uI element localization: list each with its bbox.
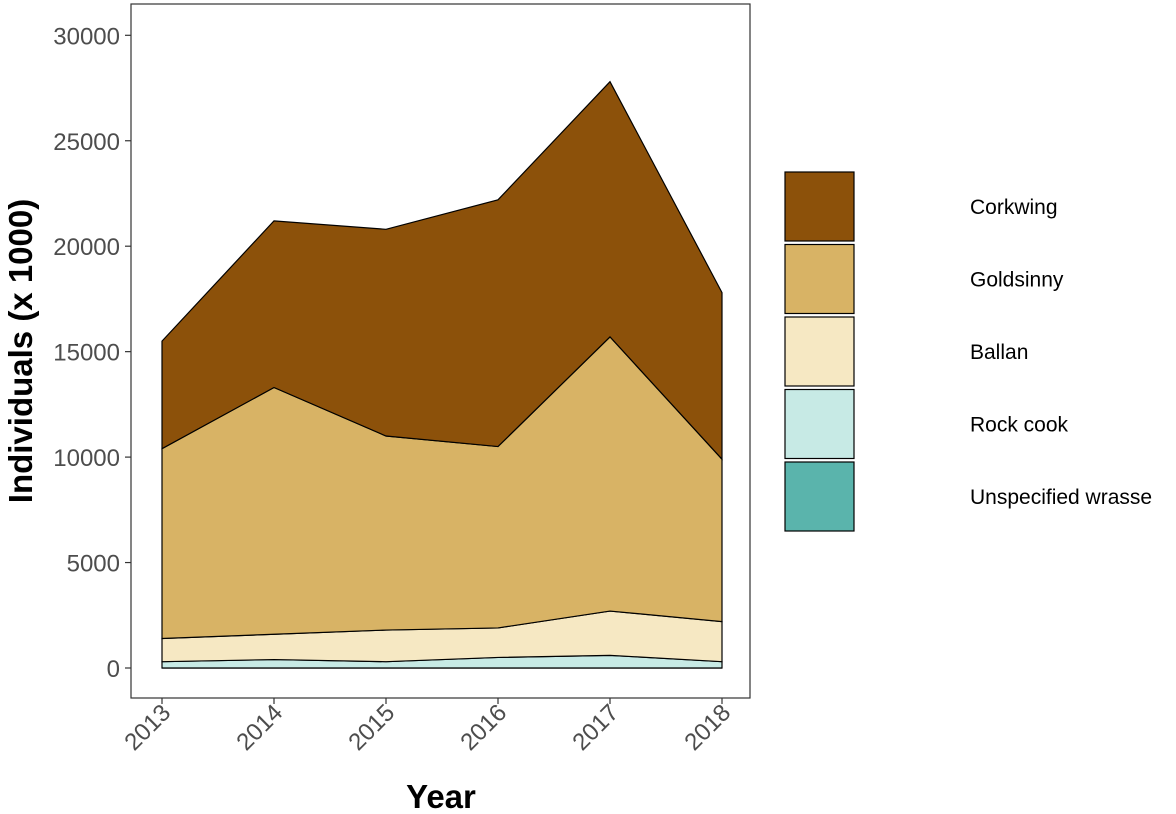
y-tick-label: 15000 (53, 340, 120, 367)
y-tick-label: 25000 (53, 129, 120, 156)
y-tick-label: 20000 (53, 234, 120, 261)
x-tick-label: 2016 (455, 699, 512, 756)
y-tick-label: 0 (107, 656, 120, 683)
legend: Corkwing Goldsinny Ballan Rock cook Unspecif… (784, 171, 1152, 532)
y-tick-label: 10000 (53, 445, 120, 472)
legend-swatch-ballan (784, 316, 855, 387)
legend-swatch-unspecified-wrasse (784, 461, 855, 532)
x-tick-label: 2013 (119, 699, 176, 756)
area-corkwing (161, 80, 723, 461)
legend-label-ballan: Ballan (970, 341, 1028, 364)
y-tick-label: 5000 (67, 551, 120, 578)
area-layers (161, 80, 723, 669)
legend-swatch-goldsinny (784, 243, 855, 315)
y-tick-label: 30000 (53, 23, 120, 50)
y-axis: 0 5000 10000 15000 20000 25000 30000 (53, 23, 131, 683)
legend-label-unspecified-wrasse: Unspecified wrasse (970, 486, 1152, 509)
y-axis-title: Individuals (x 1000) (2, 199, 39, 503)
x-axis-title: Year (406, 778, 476, 814)
legend-swatch-rock-cook (784, 388, 855, 460)
x-tick-label: 2017 (567, 699, 624, 756)
legend-swatch-corkwing (784, 171, 855, 242)
legend-label-corkwing: Corkwing (970, 196, 1058, 219)
x-tick-label: 2015 (343, 699, 400, 756)
legend-label-goldsinny: Goldsinny (970, 269, 1064, 292)
x-tick-label: 2014 (231, 699, 288, 756)
plot-panel-border (130, 3, 751, 699)
x-axis: 2013 2014 2015 2016 2017 2018 (119, 698, 736, 756)
x-tick-label: 2018 (679, 699, 736, 756)
legend-label-rock-cook: Rock cook (970, 414, 1069, 437)
